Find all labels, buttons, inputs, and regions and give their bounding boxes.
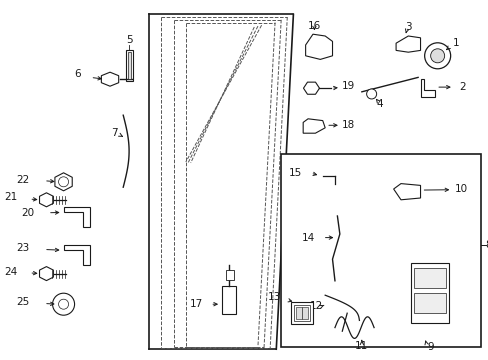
Text: 21: 21 <box>4 192 17 202</box>
Text: 11: 11 <box>354 341 368 351</box>
Text: 13: 13 <box>267 292 281 302</box>
Bar <box>301 307 307 319</box>
Text: 12: 12 <box>309 301 322 311</box>
Polygon shape <box>63 207 90 227</box>
Bar <box>413 268 445 288</box>
Text: 1: 1 <box>451 38 458 48</box>
Text: 7: 7 <box>110 128 117 138</box>
Text: 5: 5 <box>125 35 132 45</box>
Text: 8: 8 <box>485 240 488 250</box>
Circle shape <box>366 89 376 99</box>
Text: 15: 15 <box>288 168 302 178</box>
Text: 22: 22 <box>16 175 29 185</box>
Polygon shape <box>393 184 420 200</box>
Circle shape <box>430 49 444 63</box>
Circle shape <box>53 293 74 315</box>
Text: 19: 19 <box>342 81 355 91</box>
Text: 9: 9 <box>426 342 433 352</box>
Text: 24: 24 <box>4 267 17 277</box>
Polygon shape <box>101 72 119 86</box>
Text: 16: 16 <box>307 21 321 31</box>
Bar <box>290 302 312 324</box>
Text: 6: 6 <box>74 69 81 79</box>
Text: 23: 23 <box>16 243 29 253</box>
Polygon shape <box>55 173 72 191</box>
Text: 25: 25 <box>16 297 29 307</box>
Polygon shape <box>420 79 434 97</box>
Text: 20: 20 <box>21 208 34 219</box>
Bar <box>293 305 309 321</box>
Text: 4: 4 <box>375 99 382 109</box>
Text: 2: 2 <box>459 82 466 92</box>
Bar <box>225 270 233 280</box>
Bar <box>222 286 236 314</box>
Bar <box>281 154 480 347</box>
Polygon shape <box>40 193 53 207</box>
Text: 3: 3 <box>404 22 411 32</box>
Circle shape <box>424 43 450 69</box>
Bar <box>127 52 131 79</box>
Bar <box>295 307 301 319</box>
Polygon shape <box>303 119 325 133</box>
Text: 14: 14 <box>302 233 315 243</box>
Polygon shape <box>40 267 53 280</box>
Text: 10: 10 <box>454 184 467 194</box>
Polygon shape <box>63 245 90 265</box>
Polygon shape <box>303 82 319 94</box>
Bar <box>410 263 448 323</box>
Circle shape <box>59 177 68 187</box>
Text: 18: 18 <box>342 120 355 130</box>
Text: 17: 17 <box>189 299 203 309</box>
Polygon shape <box>395 36 420 52</box>
Bar <box>413 293 445 313</box>
Circle shape <box>59 299 68 309</box>
Bar <box>126 50 132 81</box>
Polygon shape <box>305 34 332 59</box>
